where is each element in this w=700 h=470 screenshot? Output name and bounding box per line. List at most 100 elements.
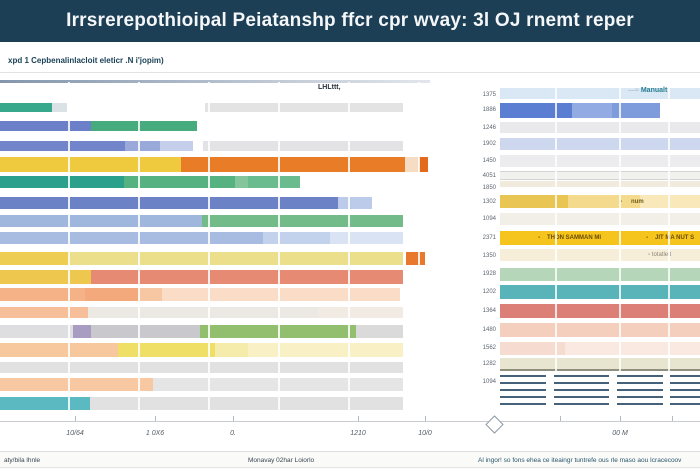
status-center: Monavay 02har Loiorlo	[248, 457, 315, 464]
row-value-label: 1302	[482, 199, 496, 205]
bar-segment	[124, 176, 235, 188]
bar-segment	[500, 323, 700, 337]
status-right: Al ingor! so fons ehea ce iteaingr tuntr…	[478, 457, 682, 464]
row-value-label: 1364	[482, 308, 496, 314]
bar-segment	[500, 181, 700, 187]
detail-line	[500, 396, 546, 398]
bar-segment	[330, 232, 403, 244]
left-bar-row	[0, 252, 425, 265]
row-value-label: 1350	[482, 253, 496, 259]
bar-segment	[500, 342, 565, 355]
bar-segment	[0, 176, 124, 188]
bar-segment	[248, 343, 403, 357]
right-bar-row	[500, 213, 700, 225]
left-bar-row	[0, 176, 300, 188]
right-bar-row	[500, 342, 700, 355]
detail-line	[617, 396, 663, 398]
right-bar-row	[500, 304, 700, 318]
bar-segment	[0, 232, 263, 244]
detail-line	[617, 382, 663, 384]
right-bar-row	[500, 181, 700, 187]
axis-tick-label: 0.	[230, 430, 236, 437]
bar-segment	[91, 270, 403, 284]
bar-row-label[interactable]: ▪	[646, 235, 649, 241]
detail-line	[554, 403, 609, 405]
left-bar-row	[0, 307, 403, 318]
detail-line	[670, 396, 700, 398]
left-bar-row	[0, 197, 372, 209]
left-bar-row	[0, 378, 403, 391]
bar-segment	[90, 397, 403, 410]
row-value-label: 1202	[482, 289, 496, 295]
approx-icon: —≈	[628, 87, 639, 94]
axis-tick-label: 1 0X6	[145, 430, 165, 437]
row-value-label: 1928	[482, 271, 496, 277]
detail-line	[500, 389, 546, 391]
bar-segment	[85, 288, 138, 301]
bottom-border	[0, 467, 700, 468]
right-bar-row	[500, 358, 700, 371]
axis-tick	[233, 416, 234, 421]
bar-row-label[interactable]: THON SAMMAN MI	[547, 235, 601, 241]
bar-segment	[73, 325, 91, 338]
bar-segment	[500, 304, 700, 318]
bar-segment	[263, 232, 330, 244]
right-bar-row	[500, 285, 700, 299]
right-bar-row	[500, 122, 700, 133]
bar-row-label[interactable]: JIT MA NUT S	[655, 235, 695, 241]
bar-segment	[0, 157, 181, 172]
left-bar-row	[0, 288, 400, 301]
row-value-label: 1375	[482, 92, 496, 98]
right-panel-header-link[interactable]: —≈ Manualt	[628, 87, 667, 94]
app-header: Irrsrerepothioipal Peiatanshp ffcr cpr w…	[0, 0, 700, 42]
bar-row-label[interactable]: ▫ totatleit	[648, 252, 672, 258]
bar-segment	[125, 141, 160, 151]
detail-line	[500, 382, 546, 384]
bar-row-label[interactable]: ▪	[620, 198, 623, 205]
bar-segment	[419, 157, 428, 172]
bar-segment	[500, 138, 700, 150]
bar-segment	[405, 157, 419, 172]
right-bar-row	[500, 268, 700, 281]
bar-segment	[153, 378, 403, 391]
axis-tick	[560, 416, 561, 421]
axis-tick	[620, 416, 621, 421]
bar-segment	[205, 103, 403, 112]
bar-segment	[0, 288, 85, 301]
left-bar-row	[0, 232, 403, 244]
bar-segment	[500, 358, 700, 369]
row-value-label: 1480	[482, 327, 496, 333]
right-bar-row: ▫ totatleit	[500, 249, 700, 261]
axis-tick	[425, 416, 426, 421]
subtitle-text: xpd 1 Cepbenalinlacloit eleticr .N i'jop…	[8, 56, 164, 65]
bar-segment	[200, 325, 356, 338]
bar-segment	[338, 197, 372, 209]
row-value-label: 2371	[482, 235, 496, 241]
right-bar-row	[500, 171, 700, 180]
right-bar-row	[500, 103, 660, 118]
right-bar-row: ▪ num	[500, 195, 700, 208]
bar-row-label[interactable]: num	[631, 198, 644, 205]
bar-segment	[500, 172, 700, 179]
bar-segment	[67, 103, 205, 112]
row-value-label: 1562	[482, 345, 496, 351]
bar-segment	[318, 307, 403, 318]
detail-line	[500, 403, 546, 405]
left-bar-row	[0, 270, 403, 284]
row-value-label: 1282	[482, 361, 496, 367]
x-axis-line	[0, 421, 700, 422]
bar-segment	[612, 103, 660, 118]
bar-segment	[52, 103, 67, 112]
bar-segment	[565, 342, 700, 355]
bar-segment	[0, 103, 52, 112]
bar-row-label[interactable]: ▪	[538, 235, 541, 241]
right-bar-row	[500, 88, 700, 99]
chart-top-strip	[0, 80, 430, 83]
bar-segment	[0, 141, 125, 151]
detail-line	[554, 389, 609, 391]
bar-segment	[572, 103, 612, 118]
bar-segment	[500, 268, 700, 281]
axis-tick-label: 00 M	[612, 430, 628, 437]
detail-line	[554, 375, 609, 377]
